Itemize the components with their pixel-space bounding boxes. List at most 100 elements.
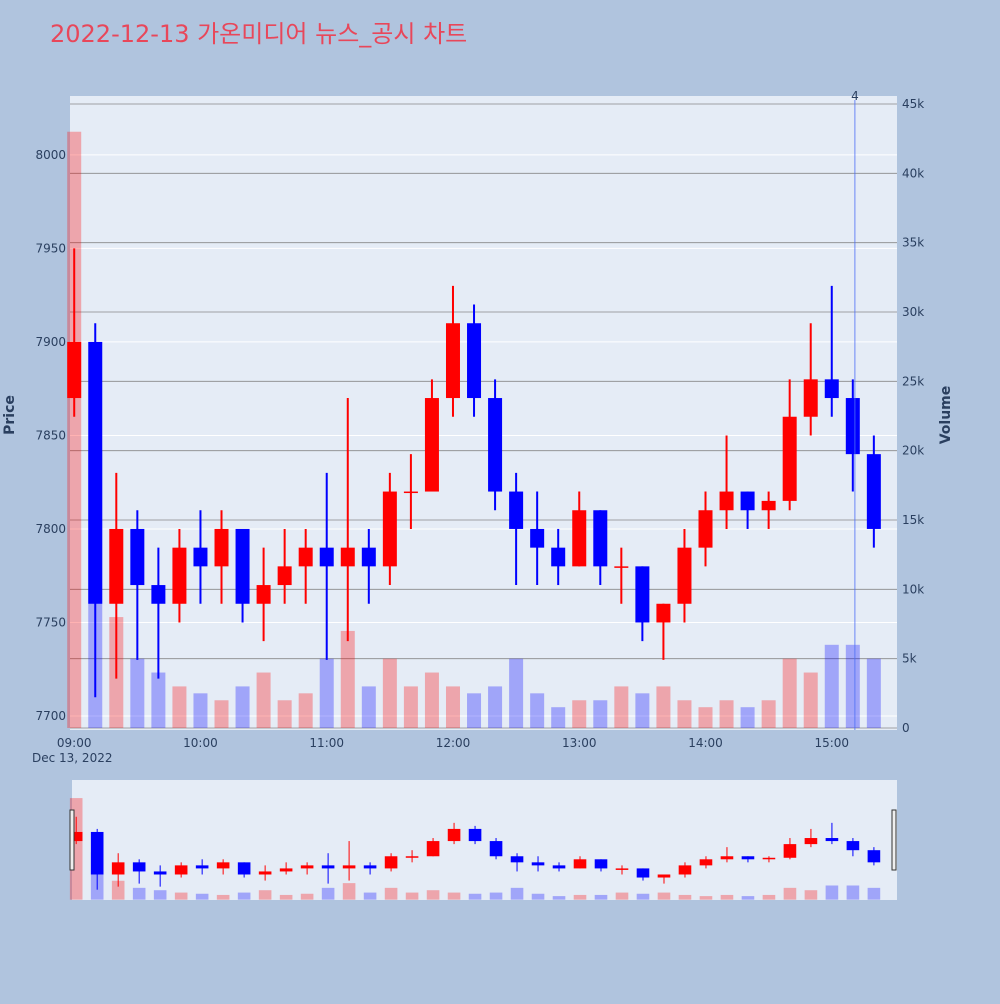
x-tick-label: 14:00 [688, 736, 723, 750]
candle-body [382, 491, 397, 567]
candle-body [657, 874, 671, 878]
candle-body [740, 491, 755, 511]
x-tick-label: 12:00 [436, 736, 471, 750]
candle-body [279, 868, 293, 872]
range-slider[interactable] [72, 780, 897, 900]
candle-body [572, 510, 587, 567]
candle-body [762, 857, 776, 860]
y-tick-label: 7900 [35, 335, 66, 349]
volume-bar [174, 892, 188, 900]
candle-body [90, 831, 104, 875]
x-tick-label: 09:00 [57, 736, 92, 750]
volume-bar [426, 890, 440, 900]
volume-bar [824, 644, 839, 729]
candle-body [69, 831, 83, 842]
y2-tick-label: 30k [902, 305, 924, 319]
candle-body [594, 859, 608, 869]
volume-bar [321, 887, 335, 900]
volume-bar [698, 707, 713, 729]
candle-body [741, 856, 755, 860]
volume-bar [552, 896, 566, 900]
volume-bar [151, 672, 166, 729]
candle-body [846, 841, 860, 851]
candle-body [298, 547, 313, 567]
candle-body [193, 547, 208, 567]
candle-body [300, 865, 314, 869]
volume-bar [382, 658, 397, 729]
volume-bar [845, 644, 860, 729]
plot-area [70, 96, 897, 730]
range-handle[interactable] [69, 809, 75, 871]
volume-bar [846, 885, 860, 900]
volume-bar [489, 892, 503, 900]
candle-body [340, 547, 355, 567]
volume-bar [720, 894, 734, 900]
volume-bar [216, 894, 230, 900]
candle-body [509, 491, 524, 529]
volume-bar [361, 686, 376, 729]
y2-tick-label: 15k [902, 513, 924, 527]
volume-bar [447, 892, 461, 900]
volume-bar [804, 890, 818, 900]
volume-bar [678, 894, 692, 900]
volume-bar [614, 686, 629, 729]
y2-axis-title: Volume [938, 386, 954, 445]
volume-bar [825, 885, 839, 900]
y2-tick-label: 45k [902, 97, 924, 111]
volume-bar [636, 893, 650, 900]
candle-body [866, 454, 881, 529]
candle-body [636, 868, 650, 878]
volume-bar [342, 883, 356, 900]
volume-bar [551, 707, 566, 729]
candle-body [677, 547, 692, 604]
volume-bar [740, 707, 755, 729]
volume-bar [530, 693, 545, 729]
candle-body [552, 865, 566, 869]
candle-body [468, 828, 482, 842]
candle-body [67, 341, 82, 399]
volume-bar [300, 893, 314, 900]
volume-bar [235, 686, 250, 729]
volume-bar [403, 686, 418, 729]
volume-bar [635, 693, 650, 729]
volume-bar [719, 700, 734, 729]
volume-bar [384, 887, 398, 900]
candle-body [277, 566, 292, 586]
volume-bar [677, 700, 692, 729]
candle-body [867, 850, 881, 863]
candle-body [615, 868, 629, 870]
volume-bar [130, 658, 145, 729]
volume-bar [467, 693, 482, 729]
volume-bar [615, 892, 629, 900]
volume-bar [531, 893, 545, 900]
candle-body [719, 491, 734, 511]
candle-body [109, 528, 124, 604]
candle-body [635, 566, 650, 623]
candle-body [256, 585, 271, 604]
volume-bar [445, 686, 460, 729]
candle-body [825, 838, 839, 842]
candle-body [424, 398, 439, 492]
x-tick-label: 15:00 [814, 736, 849, 750]
y-tick-label: 7850 [35, 428, 66, 442]
volume-bar [573, 894, 587, 900]
volume-bar [132, 887, 146, 900]
candle-body [361, 547, 376, 567]
x-tick-label: 10:00 [183, 736, 218, 750]
candle-body [510, 856, 524, 863]
range-handle[interactable] [891, 809, 897, 871]
volume-bar [803, 672, 818, 729]
volume-bar [488, 686, 503, 729]
candle-body [174, 865, 188, 875]
candle-body [258, 871, 272, 875]
y2-tick-label: 5k [902, 652, 917, 666]
x-date-label: Dec 13, 2022 [32, 751, 112, 765]
y2-tick-label: 40k [902, 166, 924, 180]
y-tick-label: 7800 [35, 522, 66, 536]
candle-body [172, 547, 187, 604]
volume-bar [782, 658, 797, 729]
volume-bar [111, 880, 125, 900]
y2-tick-label: 10k [902, 582, 924, 596]
candle-body [216, 862, 230, 869]
candle-body [573, 859, 587, 869]
